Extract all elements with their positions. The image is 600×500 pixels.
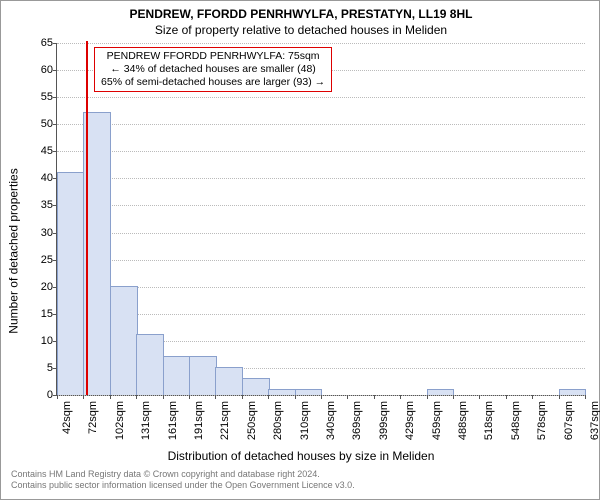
xtick-mark	[453, 395, 454, 399]
xtick-label: 429sqm	[404, 401, 416, 440]
xtick-label: 42sqm	[61, 401, 73, 434]
histogram-bar	[242, 378, 270, 395]
ytick-label: 30	[25, 227, 53, 239]
gridline	[57, 97, 585, 98]
xtick-mark	[532, 395, 533, 399]
xtick-label: 102sqm	[114, 401, 126, 440]
xtick-mark	[242, 395, 243, 399]
ytick-mark	[53, 70, 57, 71]
xtick-label: 161sqm	[167, 401, 179, 440]
ytick-label: 40	[25, 172, 53, 184]
xtick-label: 548sqm	[510, 401, 522, 440]
xtick-mark	[506, 395, 507, 399]
xtick-label: 310sqm	[299, 401, 311, 440]
ytick-label: 60	[25, 64, 53, 76]
histogram-bar	[57, 172, 85, 395]
plot-area: 0510152025303540455055606542sqm72sqm102s…	[56, 43, 585, 396]
xtick-label: 637sqm	[589, 401, 600, 440]
xtick-label: 578sqm	[536, 401, 548, 440]
annotation-box: PENDREW FFORDD PENRHWYLFA: 75sqm ← 34% o…	[94, 47, 332, 92]
xtick-mark	[400, 395, 401, 399]
xtick-label: 131sqm	[140, 401, 152, 440]
histogram-bar	[163, 356, 191, 395]
gridline	[57, 178, 585, 179]
gridline	[57, 124, 585, 125]
ytick-label: 10	[25, 335, 53, 347]
ytick-mark	[53, 124, 57, 125]
histogram-bar	[215, 367, 243, 395]
ytick-label: 65	[25, 37, 53, 49]
ytick-mark	[53, 151, 57, 152]
xtick-label: 250sqm	[246, 401, 258, 440]
annotation-line-1: PENDREW FFORDD PENRHWYLFA: 75sqm	[101, 50, 325, 63]
chart-frame: PENDREW, FFORDD PENRHWYLFA, PRESTATYN, L…	[0, 0, 600, 500]
histogram-bar	[268, 389, 296, 395]
xtick-label: 607sqm	[563, 401, 575, 440]
xtick-mark	[347, 395, 348, 399]
xtick-mark	[585, 395, 586, 399]
xtick-mark	[427, 395, 428, 399]
xtick-label: 459sqm	[431, 401, 443, 440]
y-axis-label: Number of detached properties	[7, 168, 21, 333]
xtick-label: 72sqm	[87, 401, 99, 434]
attribution-line-2: Contains public sector information licen…	[11, 480, 355, 491]
gridline	[57, 43, 585, 44]
xtick-label: 488sqm	[457, 401, 469, 440]
attribution: Contains HM Land Registry data © Crown c…	[11, 469, 355, 492]
xtick-label: 280sqm	[272, 401, 284, 440]
gridline	[57, 233, 585, 234]
ytick-label: 5	[25, 362, 53, 374]
annotation-line-3: 65% of semi-detached houses are larger (…	[101, 76, 325, 89]
xtick-mark	[268, 395, 269, 399]
xtick-label: 221sqm	[219, 401, 231, 440]
xtick-mark	[321, 395, 322, 399]
x-axis-label: Distribution of detached houses by size …	[1, 449, 600, 463]
ytick-mark	[53, 97, 57, 98]
histogram-bar	[559, 389, 587, 395]
gridline	[57, 151, 585, 152]
xtick-label: 399sqm	[378, 401, 390, 440]
xtick-label: 369sqm	[351, 401, 363, 440]
ytick-label: 15	[25, 308, 53, 320]
annotation-line-2: ← 34% of detached houses are smaller (48…	[101, 63, 325, 76]
ytick-mark	[53, 43, 57, 44]
xtick-label: 191sqm	[193, 401, 205, 440]
xtick-label: 518sqm	[483, 401, 495, 440]
ytick-label: 0	[25, 389, 53, 401]
gridline	[57, 205, 585, 206]
xtick-label: 340sqm	[325, 401, 337, 440]
ytick-label: 20	[25, 281, 53, 293]
title-line-2: Size of property relative to detached ho…	[1, 23, 600, 37]
gridline	[57, 260, 585, 261]
xtick-mark	[163, 395, 164, 399]
xtick-mark	[479, 395, 480, 399]
xtick-mark	[295, 395, 296, 399]
histogram-bar	[136, 334, 164, 395]
xtick-mark	[189, 395, 190, 399]
xtick-mark	[83, 395, 84, 399]
xtick-mark	[215, 395, 216, 399]
xtick-mark	[559, 395, 560, 399]
y-axis-label-container: Number of detached properties	[7, 1, 21, 500]
ytick-label: 45	[25, 145, 53, 157]
xtick-mark	[136, 395, 137, 399]
ytick-label: 35	[25, 199, 53, 211]
ytick-label: 55	[25, 91, 53, 103]
property-marker-line	[86, 41, 88, 395]
xtick-mark	[110, 395, 111, 399]
histogram-bar	[189, 356, 217, 395]
histogram-bar	[110, 286, 138, 395]
ytick-label: 50	[25, 118, 53, 130]
ytick-label: 25	[25, 254, 53, 266]
title-line-1: PENDREW, FFORDD PENRHWYLFA, PRESTATYN, L…	[1, 7, 600, 21]
histogram-bar	[427, 389, 455, 395]
attribution-line-1: Contains HM Land Registry data © Crown c…	[11, 469, 355, 480]
xtick-mark	[374, 395, 375, 399]
xtick-mark	[57, 395, 58, 399]
histogram-bar	[295, 389, 323, 395]
